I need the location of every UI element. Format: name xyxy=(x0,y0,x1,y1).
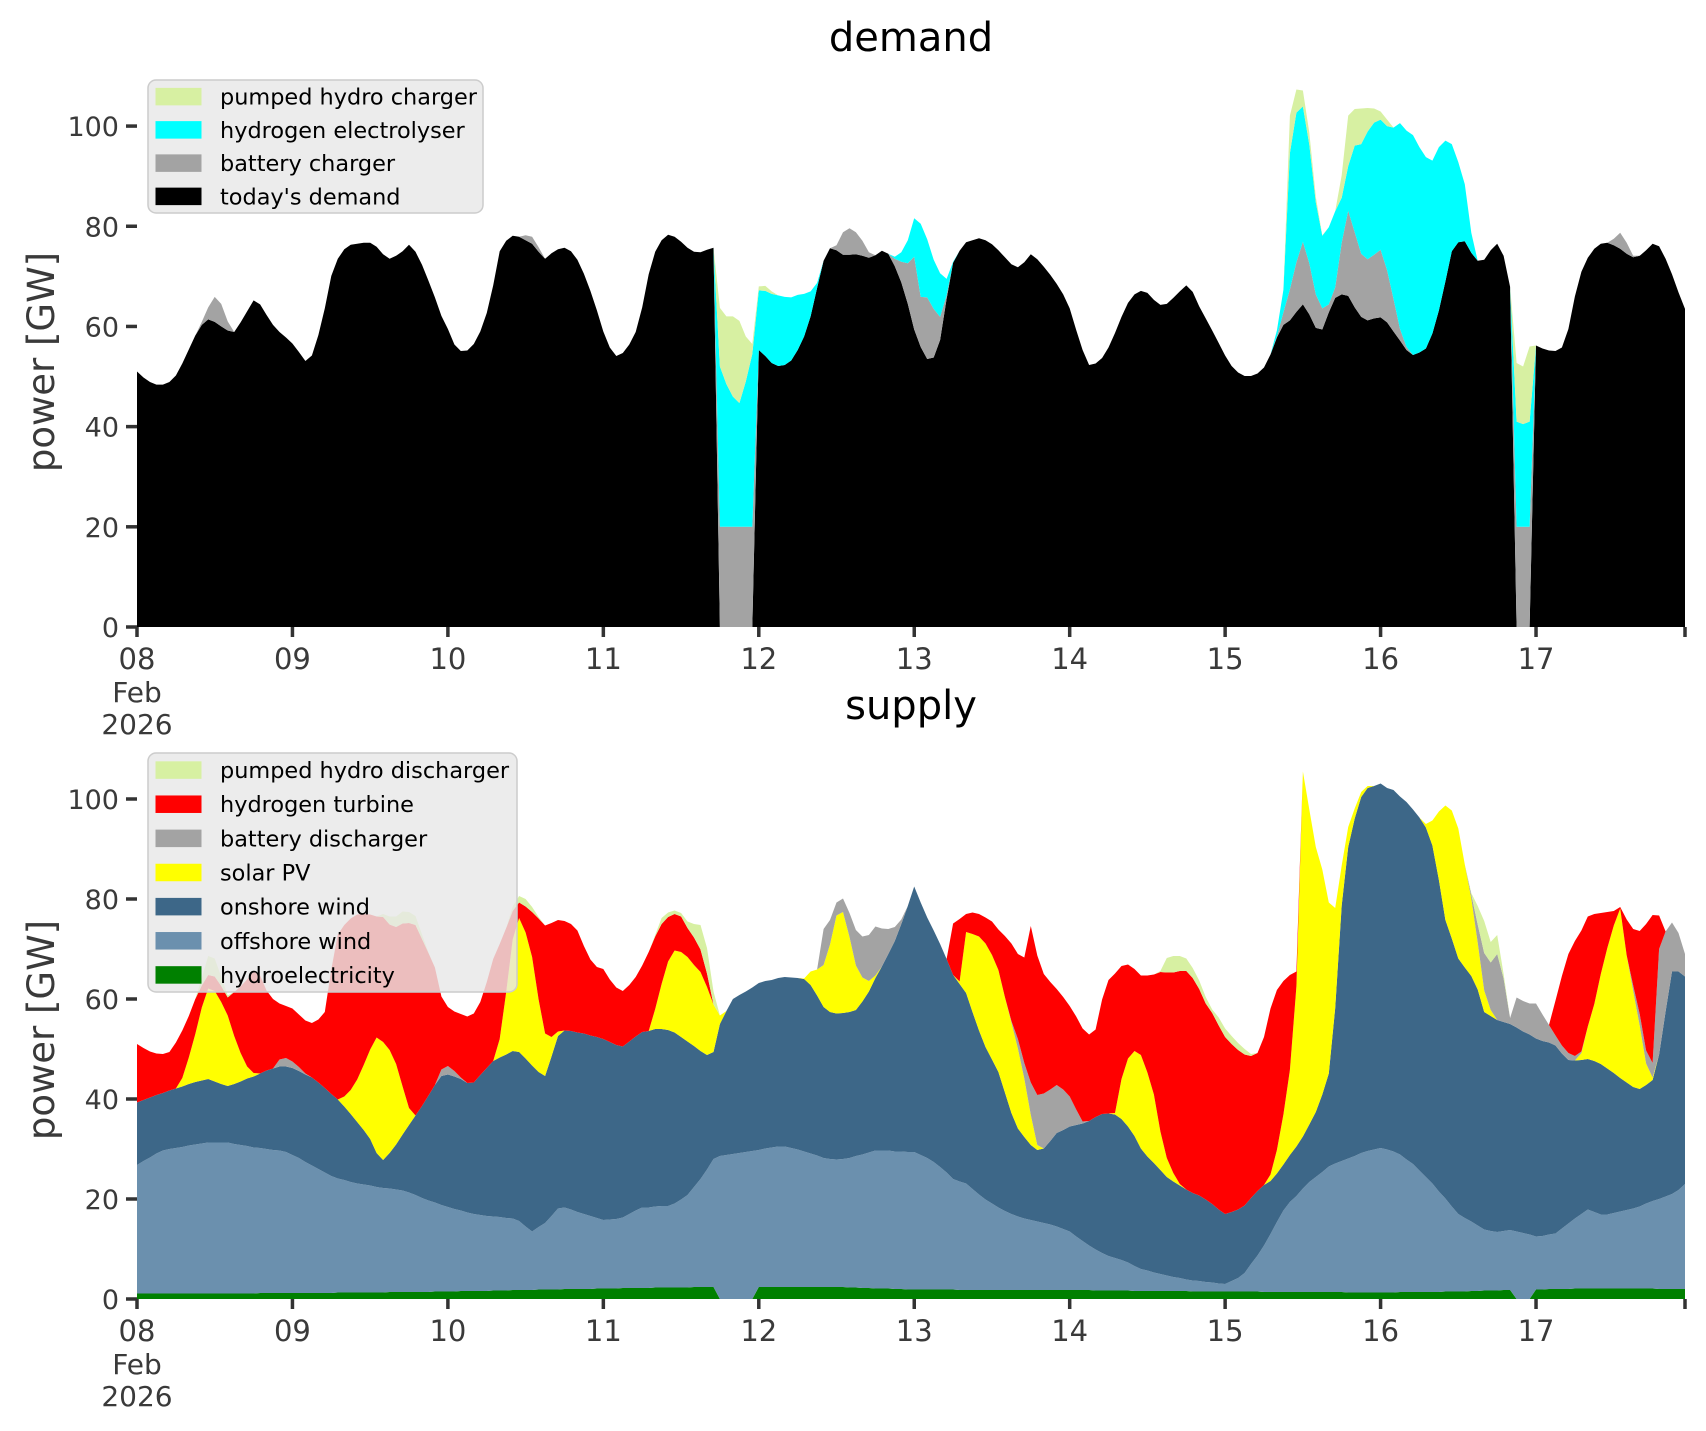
x-tick-label: 15 xyxy=(1207,1314,1244,1348)
legend-swatch xyxy=(155,761,202,779)
area-battery-charger xyxy=(137,210,1685,627)
legend-box xyxy=(147,752,518,993)
legend-label: today's demand xyxy=(220,184,401,210)
legend-label: hydrogen turbine xyxy=(220,792,414,818)
y-tick-label: 20 xyxy=(85,513,119,544)
area-offshore-wind xyxy=(137,1142,1685,1299)
y-tick-label: 20 xyxy=(85,1185,119,1216)
legend-label: solar PV xyxy=(220,861,311,887)
legend-item: today's demand xyxy=(155,184,401,210)
x-tick-label: 15 xyxy=(1207,642,1244,676)
demand-ylabel: power [GW] xyxy=(20,252,63,472)
legend: pumped hydro discharger hydrogen turbine b… xyxy=(147,752,518,993)
legend-item: hydrogen turbine xyxy=(155,792,414,818)
legend-label: hydroelectricity xyxy=(220,963,395,989)
x-tick-label: 12 xyxy=(740,1314,777,1348)
area-solar-pv xyxy=(137,771,1685,1214)
x-axis-year-label: 2026 xyxy=(101,708,172,741)
demand-chart-title: demand xyxy=(829,15,993,61)
supply-chart-title: supply xyxy=(845,683,977,729)
legend-item: onshore wind xyxy=(155,895,370,921)
legend-item: hydroelectricity xyxy=(155,963,395,989)
legend-swatch xyxy=(155,897,202,916)
legend-item: pumped hydro charger xyxy=(155,85,478,111)
x-tick-label: 08 xyxy=(119,642,156,676)
legend-label: offshore wind xyxy=(220,929,371,955)
y-tick-label: 60 xyxy=(85,985,119,1016)
x-tick-label: 17 xyxy=(1518,1314,1555,1348)
x-tick-label: 13 xyxy=(896,1314,933,1348)
x-tick-label: 12 xyxy=(740,642,777,676)
legend-swatch xyxy=(155,121,202,139)
x-tick-label: 14 xyxy=(1051,1314,1088,1348)
legend-item: battery charger xyxy=(155,151,396,177)
legend-label: onshore wind xyxy=(220,895,370,921)
legend-box xyxy=(147,79,484,214)
area-hydrogen-electrolyser xyxy=(137,106,1685,527)
y-tick-label: 0 xyxy=(102,613,119,644)
legend-swatch xyxy=(155,932,202,950)
legend-label: pumped hydro charger xyxy=(220,85,478,111)
legend-label: battery discharger xyxy=(220,826,428,852)
legend-label: pumped hydro discharger xyxy=(220,758,510,784)
y-tick-label: 100 xyxy=(67,112,119,143)
legend-item: hydrogen electrolyser xyxy=(155,118,466,144)
legend-swatch xyxy=(155,87,202,106)
x-tick-label: 16 xyxy=(1362,1314,1399,1348)
x-axis-month-label: Feb xyxy=(112,676,162,709)
y-tick-label: 80 xyxy=(85,212,119,243)
legend-swatch xyxy=(155,187,202,206)
x-tick-label: 11 xyxy=(585,642,622,676)
legend-item: solar PV xyxy=(155,861,311,887)
legend-swatch xyxy=(155,863,202,882)
x-tick-label: 10 xyxy=(429,642,466,676)
area-pumped-hydro-charger xyxy=(137,89,1685,425)
legend-swatch xyxy=(155,966,202,984)
legend-swatch xyxy=(155,829,202,848)
supply-ylabel: power [GW] xyxy=(20,920,63,1140)
x-tick-label: 10 xyxy=(429,1314,466,1348)
legend-label: hydrogen electrolyser xyxy=(220,118,466,144)
x-tick-label: 11 xyxy=(585,1314,622,1348)
x-axis-month-label: Feb xyxy=(112,1348,162,1381)
legend-swatch xyxy=(155,795,202,813)
area-onshore-wind xyxy=(137,783,1685,1284)
legend-item: battery discharger xyxy=(155,826,428,852)
x-axis-year-label: 2026 xyxy=(101,1380,172,1413)
x-tick-label: 08 xyxy=(119,1314,156,1348)
y-tick-label: 40 xyxy=(85,413,119,444)
y-tick-label: 100 xyxy=(67,785,119,816)
x-tick-label: 09 xyxy=(274,642,311,676)
area-today-s-demand xyxy=(137,234,1685,628)
legend-swatch xyxy=(155,154,202,172)
y-tick-label: 0 xyxy=(102,1285,119,1316)
legend: pumped hydro charger hydrogen electrolyse… xyxy=(147,79,484,214)
x-tick-label: 16 xyxy=(1362,642,1399,676)
legend-label: battery charger xyxy=(220,151,396,177)
x-tick-label: 14 xyxy=(1051,642,1088,676)
y-tick-label: 40 xyxy=(85,1085,119,1116)
x-tick-label: 17 xyxy=(1518,642,1555,676)
legend-item: pumped hydro discharger xyxy=(155,758,510,784)
x-tick-label: 09 xyxy=(274,1314,311,1348)
x-tick-label: 13 xyxy=(896,642,933,676)
y-tick-label: 60 xyxy=(85,312,119,343)
legend-item: offshore wind xyxy=(155,929,371,955)
y-tick-label: 80 xyxy=(85,885,119,916)
